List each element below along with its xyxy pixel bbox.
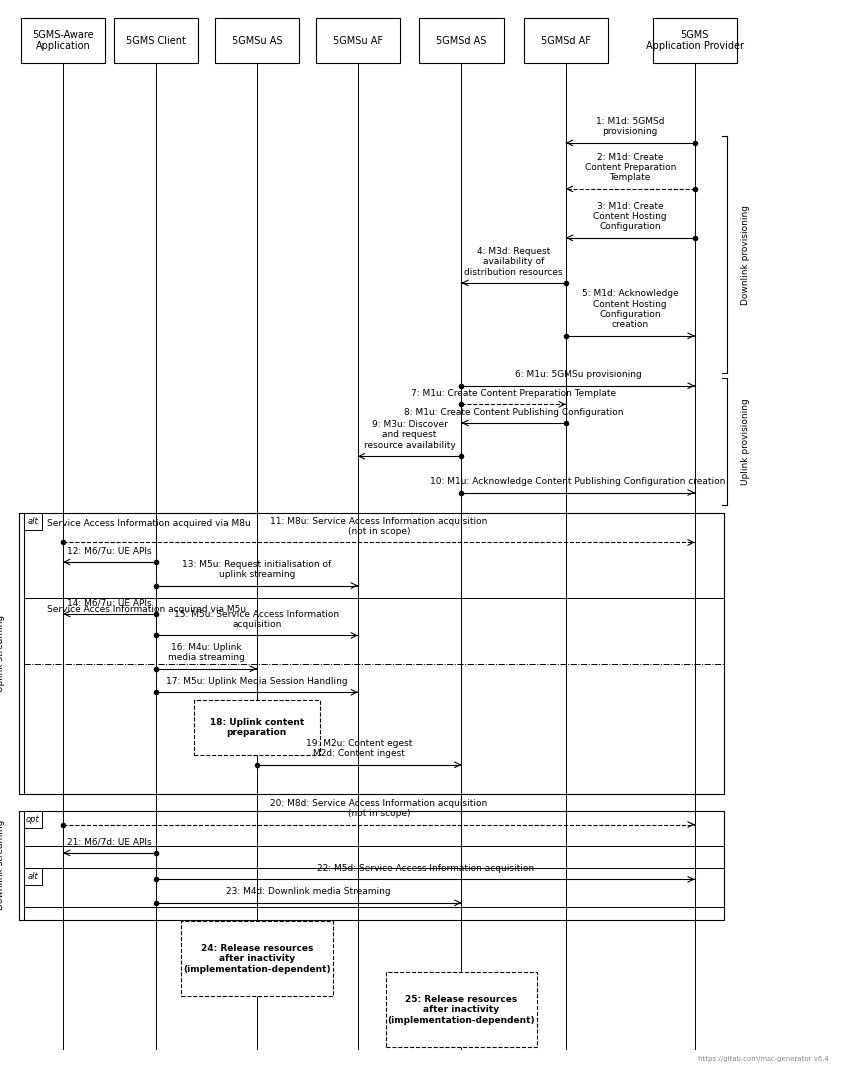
Text: 5GMSd AF: 5GMSd AF	[541, 35, 591, 46]
Text: 18: Uplink content
preparation: 18: Uplink content preparation	[210, 718, 304, 737]
Text: 23: M4d: Downlink media Streaming: 23: M4d: Downlink media Streaming	[226, 888, 391, 896]
Bar	[181, 922, 333, 995]
Text: opt: opt	[26, 815, 40, 823]
Text: Downlink streaming: Downlink streaming	[0, 820, 5, 910]
Text: 5: M1d: Acknowledge
Content Hosting
Configuration
creation: 5: M1d: Acknowledge Content Hosting Conf…	[582, 289, 679, 329]
Text: 9: M3u: Discover
and request
resource availability: 9: M3u: Discover and request resource av…	[364, 420, 456, 450]
Bar	[24, 811, 724, 920]
Bar	[24, 867, 724, 907]
Text: alt: alt	[28, 517, 38, 527]
Text: https://gitab.com/msc-generator v6.4: https://gitab.com/msc-generator v6.4	[698, 1055, 829, 1062]
Text: 12: M6/7u: UE APIs: 12: M6/7u: UE APIs	[67, 547, 152, 555]
Text: 5GMSu AS: 5GMSu AS	[232, 35, 282, 46]
Bar	[524, 18, 608, 63]
Text: 19: M2u: Content egest
M2d: Content ingest: 19: M2u: Content egest M2d: Content inge…	[306, 739, 413, 758]
Text: 5GMS-Aware
Application: 5GMS-Aware Application	[32, 30, 94, 51]
Bar	[24, 513, 42, 530]
Bar	[194, 701, 320, 755]
Text: 21: M6/7d: UE APIs: 21: M6/7d: UE APIs	[67, 837, 152, 847]
Text: 2: M1d: Create
Content Preparation
Template: 2: M1d: Create Content Preparation Templ…	[584, 153, 676, 183]
Bar	[419, 18, 504, 63]
Bar	[21, 18, 105, 63]
Text: 1: M1d: 5GMSd
provisioning: 1: M1d: 5GMSd provisioning	[596, 117, 664, 137]
Bar	[24, 811, 42, 828]
Text: 25: Release resources
after inactivity
(implementation-dependent): 25: Release resources after inactivity (…	[387, 994, 536, 1024]
Bar	[24, 513, 724, 795]
Text: 5GMSu AF: 5GMSu AF	[333, 35, 383, 46]
Text: 20: M8d: Service Access Information acquisition
(not in scope): 20: M8d: Service Access Information acqu…	[270, 799, 488, 818]
Text: 22: M5d: Service Access Information acquisition: 22: M5d: Service Access Information acqu…	[317, 864, 534, 873]
Text: 8: M1u: Create Content Publishing Configuration: 8: M1u: Create Content Publishing Config…	[404, 408, 623, 417]
Bar	[316, 18, 400, 63]
Bar	[653, 18, 737, 63]
Text: 13: M5u: Request initialisation of
uplink streaming: 13: M5u: Request initialisation of uplin…	[182, 560, 332, 579]
Text: 24: Release resources
after inactivity
(implementation-dependent): 24: Release resources after inactivity (…	[183, 944, 331, 974]
Text: Uplink provisioning: Uplink provisioning	[741, 398, 749, 485]
Text: Service Acces Information acquired via M5u: Service Acces Information acquired via M…	[47, 604, 246, 614]
Text: 11: M8u: Service Access Information acquisition
(not in scope): 11: M8u: Service Access Information acqu…	[270, 517, 488, 536]
Text: 3: M1d: Create
Content Hosting
Configuration: 3: M1d: Create Content Hosting Configura…	[594, 202, 667, 232]
Text: 10: M1u: Acknowledge Content Publishing Configuration creation: 10: M1u: Acknowledge Content Publishing …	[430, 477, 726, 486]
Text: 6: M1u: 5GMSu provisioning: 6: M1u: 5GMSu provisioning	[514, 371, 642, 379]
Text: Uplink streaming: Uplink streaming	[0, 615, 5, 692]
Bar	[24, 867, 42, 884]
Bar	[24, 811, 724, 846]
Text: Downlink provisioning: Downlink provisioning	[741, 204, 749, 304]
Bar	[215, 18, 299, 63]
Text: 17: M5u: Uplink Media Session Handling: 17: M5u: Uplink Media Session Handling	[166, 677, 348, 686]
Text: Service Access Information acquired via M8u: Service Access Information acquired via …	[47, 519, 251, 529]
Text: 15: M5u: Service Access Information
acquisition: 15: M5u: Service Access Information acqu…	[174, 610, 339, 629]
Bar	[114, 18, 198, 63]
Bar	[24, 598, 724, 664]
Text: alt: alt	[28, 871, 38, 881]
Text: 5GMS Client: 5GMS Client	[125, 35, 186, 46]
Text: 5GMSd AS: 5GMSd AS	[436, 35, 487, 46]
Text: 14: M6/7u: UE APIs: 14: M6/7u: UE APIs	[67, 598, 152, 608]
Text: 5GMS
Application Provider: 5GMS Application Provider	[646, 30, 743, 51]
Text: 4: M3d: Request
availability of
distribution resources: 4: M3d: Request availability of distribu…	[464, 247, 563, 277]
Bar	[386, 972, 537, 1047]
Text: 16: M4u: Uplink
media streaming: 16: M4u: Uplink media streaming	[168, 643, 245, 662]
Bar	[24, 513, 724, 598]
Text: 7: M1u: Create Content Preparation Template: 7: M1u: Create Content Preparation Templ…	[411, 389, 616, 398]
